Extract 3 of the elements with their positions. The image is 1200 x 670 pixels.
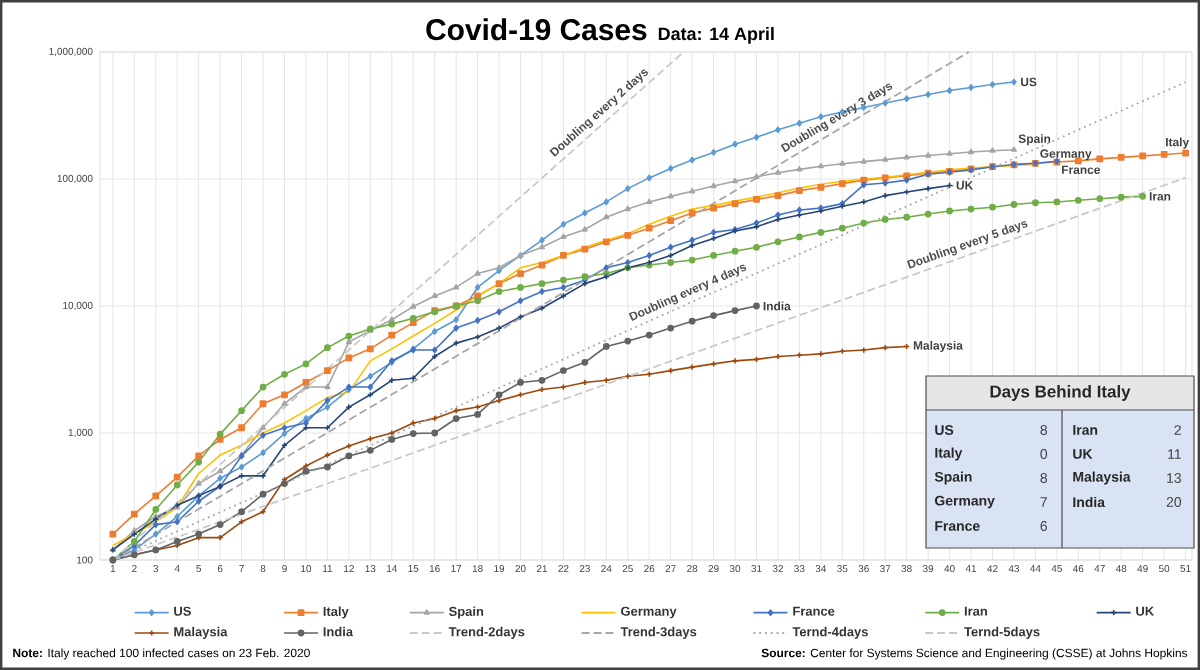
annotation: Days Behind Italy xyxy=(990,385,1131,401)
chart-title: Covid-19 Cases xyxy=(426,18,647,41)
chart-subtitle: Data: 14 April xyxy=(658,26,774,44)
